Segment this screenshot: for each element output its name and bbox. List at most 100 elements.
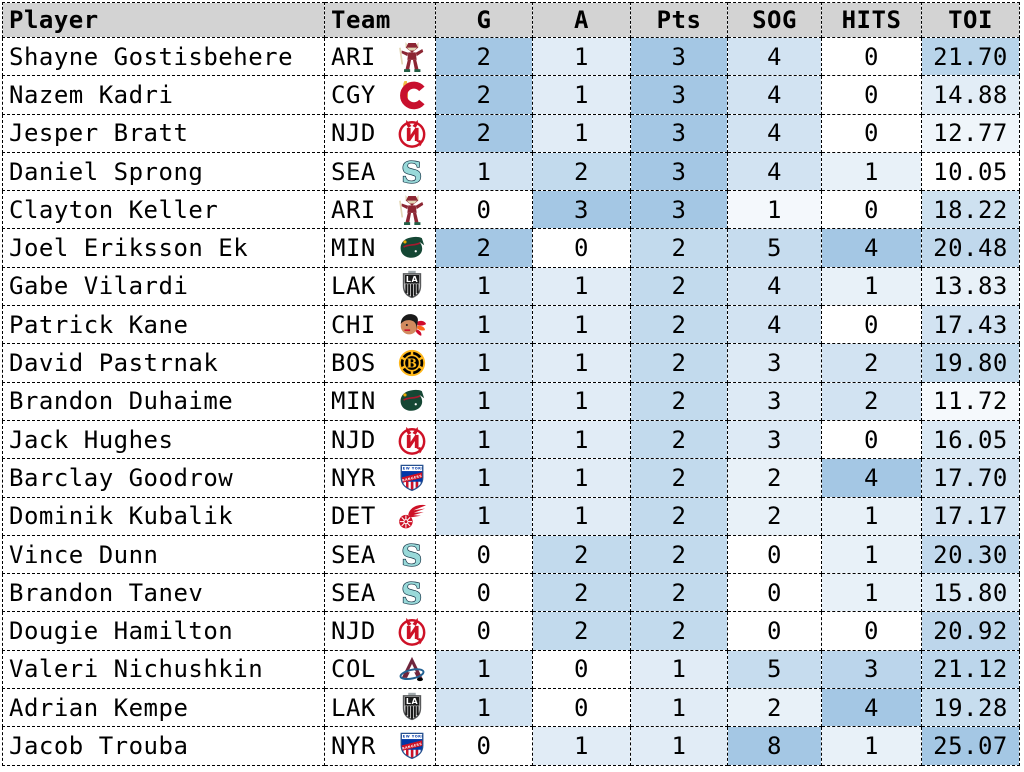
stat-cell-pts: 2 xyxy=(630,343,728,383)
player-name-cell: Patrick Kane xyxy=(2,305,325,345)
team-cell: DET xyxy=(324,496,436,536)
ny-rangers-shield-icon: RANGERS NEW YORK xyxy=(397,730,427,762)
team-cell: NJD xyxy=(324,113,436,153)
arizona-coyotes-kachina-icon xyxy=(397,194,427,226)
chicago-blackhawks-head-icon xyxy=(397,309,427,341)
team-abbr: SEA xyxy=(331,157,376,186)
stat-cell-toi: 19.28 xyxy=(921,688,1020,728)
table-row: Brandon Duhaime MIN 1 1 2 3 2 11.72 xyxy=(2,381,1020,421)
stat-cell-g: 1 xyxy=(435,343,533,383)
team-abbr: NYR xyxy=(331,463,376,492)
boston-bruins-spoked-b-icon: B xyxy=(397,347,427,379)
stat-cell-hits: 1 xyxy=(821,151,922,192)
team-abbr: ARI xyxy=(331,195,376,224)
minnesota-wild-animal-icon xyxy=(397,232,427,264)
stat-cell-sog: 2 xyxy=(727,458,822,498)
stat-cell-hits: 1 xyxy=(821,266,922,307)
stat-cell-hits: 0 xyxy=(821,113,922,153)
stat-cell-a: 0 xyxy=(532,649,631,690)
team-abbr: NJD xyxy=(331,617,376,646)
stat-cell-pts: 3 xyxy=(630,36,728,77)
stat-cell-hits: 1 xyxy=(821,534,922,575)
stat-cell-a: 1 xyxy=(532,75,631,115)
stat-cell-toi: 15.80 xyxy=(921,573,1020,613)
table-row: Gabe Vilardi LAK LA 1 1 2 4 1 13.83 xyxy=(2,266,1020,307)
team-cell: SEA S xyxy=(324,573,436,613)
column-header-time-on-ice: TOI xyxy=(921,2,1020,38)
stat-cell-sog: 3 xyxy=(727,381,822,421)
header-row: Player Team G A Pts SOG HITS TOI xyxy=(2,2,1020,38)
table-row: Jacob Trouba NYR RANGERS NEW YORK 0 1 1 8 1 25.07 xyxy=(2,726,1020,766)
team-abbr: NJD xyxy=(331,425,376,454)
stat-cell-sog: 4 xyxy=(727,305,822,345)
table-header: Player Team G A Pts SOG HITS TOI xyxy=(2,2,1020,38)
team-abbr: CGY xyxy=(331,80,376,109)
stat-cell-sog: 5 xyxy=(727,228,822,268)
player-name-cell: Jacob Trouba xyxy=(2,726,325,766)
stat-cell-sog: 4 xyxy=(727,266,822,307)
stat-cell-pts: 3 xyxy=(630,113,728,153)
table-row: Nazem Kadri CGY 2 1 3 4 0 14.88 xyxy=(2,75,1020,115)
stat-cell-a: 0 xyxy=(532,228,631,268)
stat-cell-hits: 0 xyxy=(821,419,922,460)
stat-cell-g: 1 xyxy=(435,266,533,307)
stat-cell-g: 1 xyxy=(435,305,533,345)
stat-cell-a: 1 xyxy=(532,113,631,153)
stat-cell-toi: 20.30 xyxy=(921,534,1020,575)
column-header-team: Team xyxy=(324,2,436,38)
stat-cell-toi: 25.07 xyxy=(921,726,1020,766)
svg-text:S: S xyxy=(401,156,422,188)
team-cell: LAK LA xyxy=(324,266,436,307)
player-name-cell: Dougie Hamilton xyxy=(2,611,325,651)
stat-cell-hits: 3 xyxy=(821,649,922,690)
stat-cell-sog: 5 xyxy=(727,649,822,690)
table-row: Patrick Kane CHI 1 1 2 4 0 17.43 xyxy=(2,305,1020,345)
table-row: Barclay Goodrow NYR RANGERS NEW YORK 1 1 2 2 4 17… xyxy=(2,458,1020,498)
stat-cell-hits: 2 xyxy=(821,381,922,421)
team-cell: ARI xyxy=(324,190,436,230)
stat-cell-toi: 17.43 xyxy=(921,305,1020,345)
table-row: Jack Hughes NJD 1 1 2 3 0 16.05 xyxy=(2,419,1020,460)
team-abbr: DET xyxy=(331,502,376,531)
team-cell: COL xyxy=(324,649,436,690)
svg-text:RANGERS: RANGERS xyxy=(402,474,423,483)
stat-cell-pts: 3 xyxy=(630,75,728,115)
stat-cell-toi: 13.83 xyxy=(921,266,1020,307)
stat-cell-a: 2 xyxy=(532,534,631,575)
stat-cell-g: 0 xyxy=(435,534,533,575)
stat-cell-toi: 20.48 xyxy=(921,228,1020,268)
stat-cell-g: 1 xyxy=(435,496,533,536)
stat-cell-g: 0 xyxy=(435,611,533,651)
new-jersey-devils-nj-icon xyxy=(397,424,427,456)
table-row: Joel Eriksson Ek MIN 2 0 2 5 4 20.48 xyxy=(2,228,1020,268)
svg-text:S: S xyxy=(401,539,422,571)
stat-cell-pts: 1 xyxy=(630,688,728,728)
stat-cell-sog: 0 xyxy=(727,573,822,613)
player-name-cell: Daniel Sprong xyxy=(2,151,325,192)
player-name-cell: Dominik Kubalik xyxy=(2,496,325,536)
team-abbr: SEA xyxy=(331,578,376,607)
stat-cell-toi: 17.70 xyxy=(921,458,1020,498)
player-name-cell: Shayne Gostisbehere xyxy=(2,36,325,77)
team-abbr: COL xyxy=(331,655,376,684)
stat-cell-hits: 0 xyxy=(821,305,922,345)
stat-cell-toi: 21.12 xyxy=(921,649,1020,690)
player-name-cell: Brandon Tanev xyxy=(2,573,325,613)
seattle-kraken-s-icon: S xyxy=(397,539,427,571)
stat-cell-a: 1 xyxy=(532,36,631,77)
team-cell: NYR RANGERS NEW YORK xyxy=(324,458,436,498)
team-cell: NJD xyxy=(324,419,436,460)
table-row: Daniel Sprong SEA S 1 2 3 4 1 10.05 xyxy=(2,151,1020,192)
stat-cell-a: 0 xyxy=(532,688,631,728)
stat-cell-g: 1 xyxy=(435,688,533,728)
team-abbr: NYR xyxy=(331,731,376,760)
stat-cell-hits: 0 xyxy=(821,75,922,115)
stat-cell-g: 2 xyxy=(435,113,533,153)
stat-cell-hits: 4 xyxy=(821,688,922,728)
team-abbr: LAK xyxy=(331,272,376,301)
stat-cell-hits: 1 xyxy=(821,726,922,766)
stat-cell-g: 2 xyxy=(435,228,533,268)
stat-cell-pts: 2 xyxy=(630,419,728,460)
table-row: Valeri Nichushkin COL 1 0 1 5 3 21.12 xyxy=(2,649,1020,690)
stat-cell-g: 2 xyxy=(435,75,533,115)
